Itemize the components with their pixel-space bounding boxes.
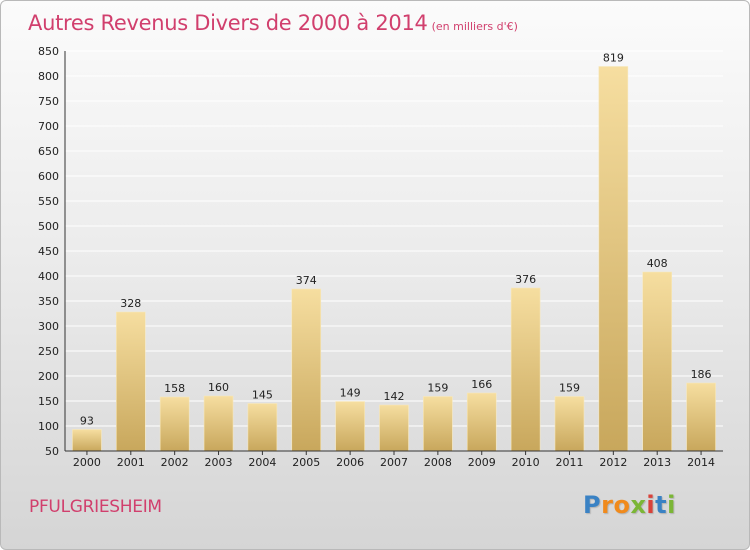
proxiti-logo: Proxiti	[583, 491, 676, 519]
y-tick-label: 800	[38, 70, 59, 83]
bar-2011	[554, 396, 585, 452]
bar-2006	[335, 401, 365, 452]
x-tick-label: 2012	[599, 456, 627, 469]
bar-2002	[159, 396, 190, 452]
data-label-2007: 142	[384, 390, 405, 403]
bar-2009	[466, 392, 497, 452]
bar-2007	[379, 404, 409, 452]
chart-subtitle: (en milliers d'€)	[431, 20, 518, 33]
bars	[72, 66, 716, 452]
y-tick-label: 500	[38, 220, 59, 233]
chart-title-main: Autres Revenus Divers de 2000 à 2014	[28, 11, 428, 35]
x-tick-label: 2004	[248, 456, 276, 469]
bar-2005	[291, 288, 322, 452]
logo-letter: i	[646, 491, 656, 519]
x-tick-label: 2002	[161, 456, 189, 469]
y-tick-label: 450	[38, 245, 59, 258]
y-tick-label: 300	[38, 320, 59, 333]
bar-2004	[247, 403, 278, 452]
x-tick-label: 2008	[424, 456, 452, 469]
x-tick-label: 2006	[336, 456, 364, 469]
data-label-2012: 819	[603, 52, 624, 65]
data-label-2011: 159	[559, 382, 580, 395]
logo-letter: x	[630, 491, 647, 519]
logo-letter: t	[655, 491, 668, 519]
data-label-2000: 93	[80, 415, 94, 428]
x-tick-label: 2009	[468, 456, 496, 469]
x-tick-label: 2001	[117, 456, 145, 469]
axes: 50 100 150 200 250 300 350 400 450 500 550 600 650 70…	[38, 45, 723, 469]
x-tick-label: 2005	[292, 456, 320, 469]
y-tick-label: 550	[38, 195, 59, 208]
y-tick-label: 50	[45, 445, 59, 458]
y-tick-label: 650	[38, 145, 59, 158]
data-label-2010: 376	[515, 273, 536, 286]
y-tick-label: 600	[38, 170, 59, 183]
data-label-2009: 166	[471, 378, 492, 391]
labels: 93 328 158 160 145 374 149 142 159 166 376 159 819 40…	[80, 52, 712, 428]
bar-2008	[423, 396, 453, 452]
y-tick-label: 200	[38, 370, 59, 383]
x-tick-label: 2003	[205, 456, 233, 469]
data-label-2013: 408	[647, 257, 668, 270]
y-tick-label: 700	[38, 120, 59, 133]
y-tick-label: 850	[38, 45, 59, 58]
bar-2000	[72, 429, 102, 452]
data-label-2001: 328	[120, 297, 141, 310]
x-tick-label: 2013	[643, 456, 671, 469]
bar-2014	[686, 382, 716, 452]
y-tick-label: 150	[38, 395, 59, 408]
bar-2010	[510, 287, 541, 452]
data-label-2014: 186	[691, 368, 712, 381]
y-tick-label: 350	[38, 295, 59, 308]
x-tick-label: 2007	[380, 456, 408, 469]
bar-2001	[116, 311, 146, 452]
y-tick-label: 400	[38, 270, 59, 283]
data-label-2008: 159	[427, 382, 448, 395]
data-label-2006: 149	[340, 387, 361, 400]
data-label-2003: 160	[208, 381, 229, 394]
chart-title: Autres Revenus Divers de 2000 à 2014 (en …	[28, 11, 518, 35]
y-tick-label: 750	[38, 95, 59, 108]
logo-letter: r	[601, 491, 614, 519]
logo-letter: i	[667, 491, 676, 519]
data-label-2002: 158	[164, 382, 185, 395]
bar-2003	[203, 395, 234, 452]
logo-letter: o	[613, 491, 631, 519]
x-tick-label: 2000	[73, 456, 101, 469]
bar-2012	[598, 66, 629, 452]
data-label-2004: 145	[252, 389, 273, 402]
x-tick-label: 2010	[512, 456, 540, 469]
data-label-2005: 374	[296, 274, 317, 287]
x-tick-label: 2011	[555, 456, 583, 469]
y-tick-label: 100	[38, 420, 59, 433]
x-tick-label: 2014	[687, 456, 715, 469]
y-tick-label: 250	[38, 345, 59, 358]
bar-2013	[642, 271, 673, 452]
logo-letter: P	[583, 491, 602, 519]
commune-name: PFULGRIESHEIM	[29, 497, 162, 517]
